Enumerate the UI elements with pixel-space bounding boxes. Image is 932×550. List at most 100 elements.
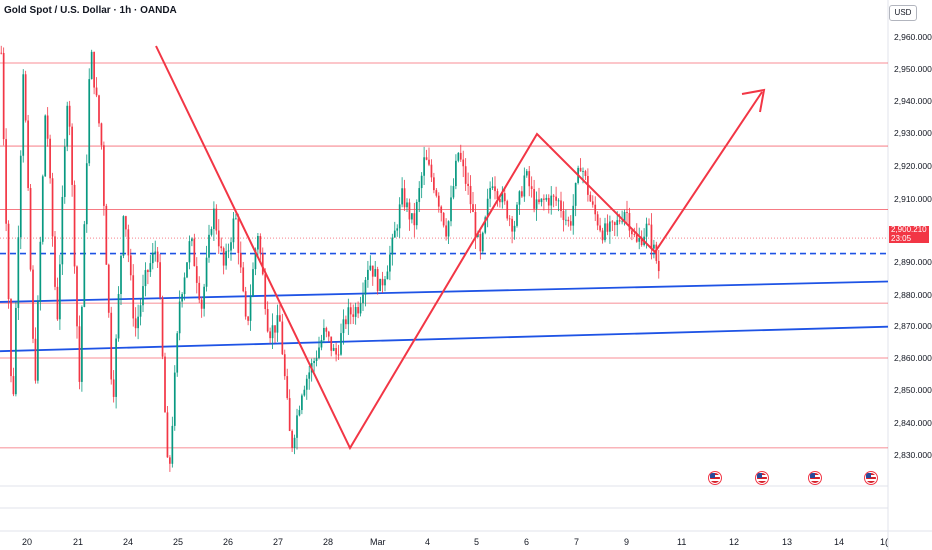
candle-body xyxy=(469,185,472,205)
us-economic-event-icon[interactable] xyxy=(864,471,878,485)
x-tick: 24 xyxy=(123,537,134,547)
y-tick: 2,950.000 xyxy=(894,64,932,74)
y-tick: 2,850.000 xyxy=(894,385,932,395)
candle-body xyxy=(49,138,51,179)
candle-body xyxy=(247,316,249,321)
candle-body xyxy=(19,155,22,238)
candle-body xyxy=(352,314,355,317)
candle-body xyxy=(59,264,61,320)
candle-body xyxy=(198,282,201,300)
bar-countdown: 23:05 xyxy=(891,233,912,243)
candle-body xyxy=(653,244,655,249)
candle-body xyxy=(183,277,186,295)
candle-body xyxy=(596,214,599,226)
candle-body xyxy=(489,188,491,199)
candle-body xyxy=(110,312,113,380)
candle-body xyxy=(530,186,533,190)
y-tick: 2,830.000 xyxy=(894,450,932,460)
candle-body xyxy=(235,218,237,220)
candle-body xyxy=(501,193,504,203)
y-tick: 2,930.000 xyxy=(894,128,932,138)
candle-body xyxy=(386,271,389,280)
candle-body xyxy=(283,354,286,377)
candle-body xyxy=(332,348,335,351)
x-tick: 26 xyxy=(223,537,234,547)
candle-body xyxy=(51,178,54,237)
candle-body xyxy=(330,336,333,351)
y-tick: 2,860.000 xyxy=(894,353,932,363)
candle-body xyxy=(254,249,257,270)
candle-body xyxy=(154,251,157,253)
candle-body xyxy=(54,236,56,287)
candle-body xyxy=(134,318,137,329)
y-tick: 2,890.000 xyxy=(894,257,932,267)
us-economic-event-icon[interactable] xyxy=(808,471,822,485)
candle-body xyxy=(242,267,245,292)
candle-body xyxy=(61,196,64,265)
candle-body xyxy=(98,95,100,124)
candle-body xyxy=(354,307,357,317)
candle-body xyxy=(591,201,594,205)
x-tick: 27 xyxy=(273,537,284,547)
candle-body xyxy=(565,219,567,221)
candle-body xyxy=(477,234,479,237)
candle-body xyxy=(415,201,418,226)
candle-body xyxy=(39,241,42,302)
candle-body xyxy=(484,217,487,233)
candle-body xyxy=(423,157,425,176)
x-tick: 1( xyxy=(880,537,889,547)
candle-body xyxy=(222,248,225,266)
candle-body xyxy=(396,228,399,231)
candle-body xyxy=(215,208,218,231)
projection-arrowhead xyxy=(741,88,766,113)
candle-body xyxy=(173,372,176,426)
candle-body xyxy=(2,52,5,140)
candle-body xyxy=(279,315,281,322)
candle-body xyxy=(129,255,132,276)
candle-body xyxy=(513,225,516,232)
candle-body xyxy=(252,269,254,297)
candle-body xyxy=(494,186,496,192)
candle-body xyxy=(376,269,379,292)
candle-body xyxy=(232,218,235,243)
candle-body xyxy=(508,218,511,220)
candle-body xyxy=(640,237,643,246)
y-tick: 2,960.000 xyxy=(894,32,932,42)
candle-body xyxy=(357,307,359,314)
trend-line xyxy=(0,325,889,353)
candle-body xyxy=(301,395,303,411)
candle-body xyxy=(486,198,489,218)
candle-body xyxy=(362,294,364,304)
candle-body xyxy=(503,193,506,202)
candle-body xyxy=(657,260,660,272)
candle-body xyxy=(239,252,242,268)
candle-body xyxy=(430,164,433,178)
candle-body xyxy=(237,218,240,253)
candle-body xyxy=(621,221,623,223)
us-economic-event-icon[interactable] xyxy=(708,471,722,485)
candle-body xyxy=(115,338,117,397)
candle-body xyxy=(525,171,528,176)
candle-body xyxy=(560,200,562,212)
candle-body xyxy=(574,182,577,206)
candle-body xyxy=(208,234,210,258)
y-tick: 2,940.000 xyxy=(894,96,932,106)
candle-body xyxy=(364,279,367,295)
candle-body xyxy=(100,123,103,146)
us-economic-event-icon[interactable] xyxy=(755,471,769,485)
candle-body xyxy=(381,278,384,286)
candle-body xyxy=(462,159,465,167)
candle-body xyxy=(635,234,638,242)
candle-body xyxy=(418,188,421,202)
candle-body xyxy=(450,197,452,222)
candle-body xyxy=(540,198,543,203)
x-tick: 20 xyxy=(22,537,33,547)
candle-body xyxy=(403,188,406,208)
candle-body xyxy=(213,208,215,230)
zigzag-pattern xyxy=(155,45,763,451)
candle-body xyxy=(369,265,372,270)
currency-button[interactable]: USD xyxy=(889,5,917,21)
candle-body xyxy=(156,251,159,263)
candle-body xyxy=(631,230,633,235)
